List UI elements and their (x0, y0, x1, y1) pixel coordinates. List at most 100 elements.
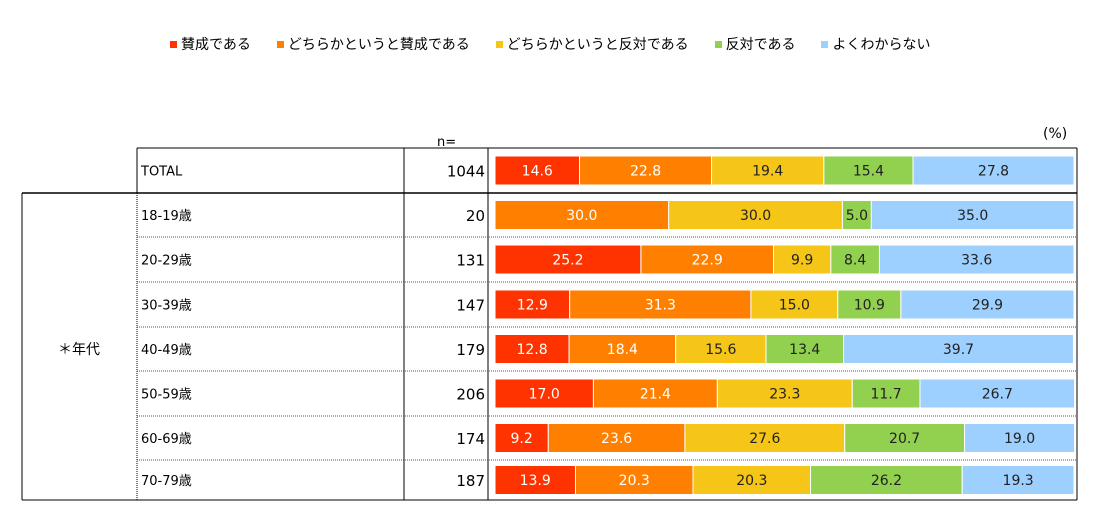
data-label: 20.7 (889, 431, 920, 447)
data-label: 29.9 (972, 298, 1003, 314)
data-label: 30.0 (740, 208, 771, 224)
bar-segment (494, 423, 549, 453)
data-label: 31.3 (645, 298, 676, 314)
bar-segment (668, 200, 843, 230)
data-label: 18.4 (607, 342, 638, 358)
data-label: 35.0 (957, 208, 988, 224)
data-label: 9.2 (511, 431, 533, 447)
bar-segment (750, 289, 839, 320)
data-label: 15.4 (853, 164, 884, 180)
data-label: 27.8 (978, 164, 1009, 180)
n-value: 20 (466, 207, 485, 225)
n-value: 1044 (447, 163, 485, 181)
bar-segment (569, 289, 752, 320)
n-header-label: n= (437, 135, 456, 150)
data-label: 15.0 (779, 298, 810, 314)
bar-segment (900, 289, 1075, 320)
legend-swatch (495, 40, 503, 48)
data-label: 19.3 (1003, 473, 1034, 489)
data-label: 5.0 (846, 208, 868, 224)
bar-segment (592, 378, 718, 409)
data-label: 30.0 (566, 208, 597, 224)
bar-segment (494, 155, 581, 186)
bar-segment (844, 423, 966, 453)
category-label: 70-79歳 (141, 474, 192, 489)
legend-item: 反対である (714, 34, 796, 54)
bar-segment (878, 244, 1075, 275)
category-label: 60-69歳 (141, 432, 192, 447)
bar-segment (961, 465, 1075, 495)
data-label: 15.6 (705, 342, 736, 358)
bar-segment (568, 334, 677, 364)
bar-segment (494, 378, 594, 409)
data-label: 20.3 (736, 473, 767, 489)
legend-label: 反対である (725, 37, 796, 53)
data-label: 11.7 (871, 387, 902, 403)
data-label: 22.8 (630, 164, 661, 180)
bar-segment (912, 155, 1075, 186)
unit-label: (%) (1043, 126, 1067, 142)
bar-segment (494, 200, 670, 230)
data-label: 9.9 (791, 253, 813, 269)
bar-segment (837, 289, 902, 320)
bar-segment (675, 334, 767, 364)
legend-label: どちらかというと賛成である (287, 37, 470, 53)
table-rows: TOTAL 1044 18-19歳 20 20-29歳 131 30-39歳 147 40-49… (140, 163, 485, 491)
age-group-label: ＊年代 (58, 342, 100, 358)
n-value: 187 (456, 472, 485, 490)
data-label: 22.9 (692, 253, 723, 269)
legend-item: よくわからない (821, 34, 930, 54)
bar-segment (711, 155, 825, 186)
bar-segment (870, 200, 1075, 230)
category-label: 50-59歳 (141, 388, 192, 403)
legend-item: どちらかというと賛成である (276, 34, 470, 54)
bar-segment (851, 378, 921, 409)
data-label: 12.8 (516, 342, 547, 358)
bar-segment (692, 465, 812, 495)
bar-segment (772, 244, 832, 275)
data-label: 8.4 (844, 253, 866, 269)
n-value: 206 (456, 386, 485, 404)
data-label: 23.3 (769, 387, 800, 403)
bar-segment (843, 334, 1074, 364)
data-label: 14.6 (522, 164, 553, 180)
data-label: 17.0 (529, 387, 560, 403)
legend-item: どちらかというと反対である (495, 34, 689, 54)
bar-segment (579, 155, 713, 186)
legend-swatch (821, 40, 829, 48)
bar-segment (574, 465, 694, 495)
bar-segment (494, 465, 576, 495)
data-label: 19.0 (1004, 431, 1035, 447)
bar-segment (716, 378, 853, 409)
category-label: 40-49歳 (141, 343, 192, 358)
data-label: 20.3 (619, 473, 650, 489)
bar-segment (823, 155, 914, 186)
category-label: 18-19歳 (141, 209, 192, 224)
bar-segment (964, 423, 1076, 453)
data-label: 13.9 (520, 473, 551, 489)
category-label: TOTAL (140, 165, 183, 180)
data-label: 39.7 (943, 342, 974, 358)
legend-swatch (170, 40, 177, 48)
bar-segment (640, 244, 774, 275)
legend-item: 賛成である (170, 34, 251, 54)
bar-segment (547, 423, 686, 453)
legend-swatch (714, 40, 722, 48)
data-label: 27.6 (749, 431, 780, 447)
data-label: 19.4 (752, 164, 783, 180)
n-value: 147 (456, 297, 485, 315)
n-value: 174 (456, 430, 485, 448)
bar-segment (919, 378, 1076, 409)
category-label: 30-39歳 (141, 299, 192, 314)
legend-label: どちらかというと反対である (506, 37, 689, 53)
legend: 賛成である どちらかというと賛成である どちらかというと反対である 反対である よくわか… (170, 34, 930, 54)
bar-segment (494, 244, 642, 275)
table-grid (21, 147, 1078, 501)
category-label: 20-29歳 (141, 254, 192, 269)
n-value: 179 (456, 341, 485, 359)
legend-label: 賛成である (181, 37, 251, 53)
data-label: 26.2 (871, 473, 902, 489)
data-label: 23.6 (601, 431, 632, 447)
data-label: 33.6 (961, 253, 992, 269)
data-label: 10.9 (854, 298, 885, 314)
